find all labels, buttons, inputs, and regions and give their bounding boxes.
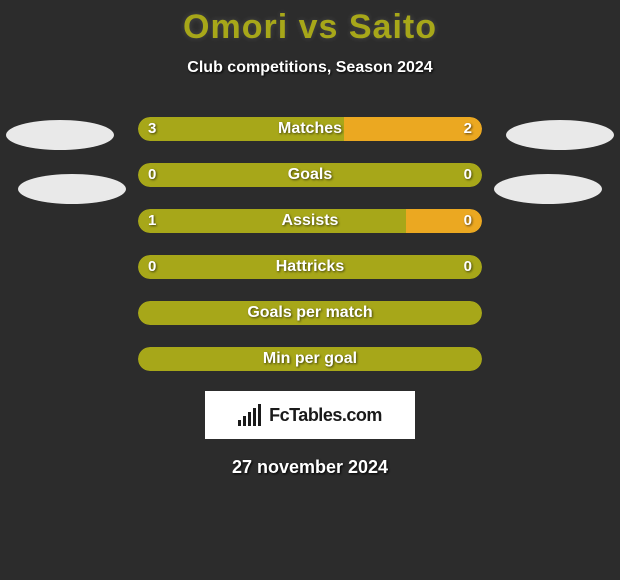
team-badge-placeholder <box>6 120 114 150</box>
bar-track <box>138 301 482 325</box>
team-badge-placeholder <box>494 174 602 204</box>
comparison-title: Omori vs Saito <box>0 0 620 47</box>
stat-row: Min per goal <box>0 345 620 373</box>
team-badge-placeholder <box>18 174 126 204</box>
stat-row: Hattricks00 <box>0 253 620 281</box>
fctables-logo: FcTables.com <box>205 391 415 439</box>
bar-track <box>138 117 482 141</box>
stat-row: Assists10 <box>0 207 620 235</box>
bar-track <box>138 255 482 279</box>
comparison-subtitle: Club competitions, Season 2024 <box>0 59 620 77</box>
bar-track <box>138 163 482 187</box>
comparison-chart: Matches32Goals00Assists10Hattricks00Goal… <box>0 115 620 373</box>
bar-right <box>406 209 482 233</box>
comparison-date: 27 november 2024 <box>0 457 620 478</box>
bar-left <box>138 117 344 141</box>
bar-right <box>344 117 482 141</box>
bar-left <box>138 347 482 371</box>
logo-text: FcTables.com <box>269 405 382 426</box>
bar-left <box>138 209 406 233</box>
bar-left <box>138 163 482 187</box>
bar-track <box>138 347 482 371</box>
logo-bars-icon <box>238 404 261 426</box>
stat-row: Goals per match <box>0 299 620 327</box>
bar-track <box>138 209 482 233</box>
team-badge-placeholder <box>506 120 614 150</box>
bar-left <box>138 255 482 279</box>
bar-left <box>138 301 482 325</box>
